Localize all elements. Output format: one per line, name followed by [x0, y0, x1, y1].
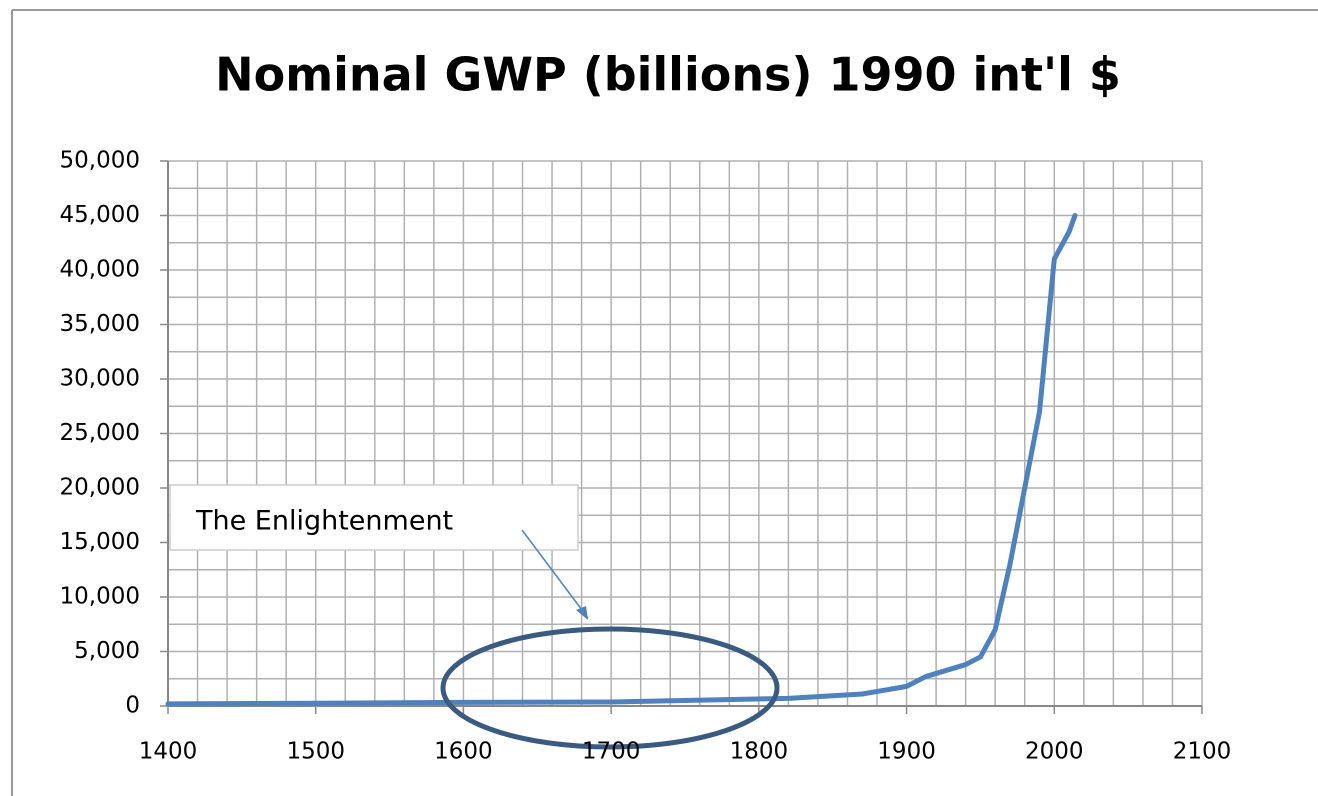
- y-tick-label: 10,000: [60, 584, 140, 610]
- y-tick-label: 35,000: [60, 311, 140, 337]
- y-tick-label: 15,000: [60, 529, 140, 555]
- x-tick-label: 2000: [1025, 739, 1084, 765]
- x-tick-label: 1600: [434, 739, 493, 765]
- highlight-ellipse: [440, 626, 780, 750]
- x-tick-label: 1900: [877, 739, 936, 765]
- x-tick-label: 1800: [730, 739, 789, 765]
- annotation-arrow: [521, 529, 589, 619]
- x-tick-label: 1700: [582, 739, 641, 765]
- x-tick-label: 1400: [139, 739, 198, 765]
- x-tick-label: 1500: [286, 739, 345, 765]
- data-line: [165, 213, 1078, 707]
- y-tick-label: 25,000: [60, 420, 140, 446]
- y-tick-label: 5,000: [74, 638, 140, 664]
- y-tick-label: 45,000: [60, 202, 140, 228]
- arrow-head: [576, 606, 588, 620]
- annotation-box: [169, 484, 579, 551]
- y-tick-label: 40,000: [60, 257, 140, 283]
- x-tick-label: 2100: [1173, 739, 1232, 765]
- y-tick-label: 30,000: [60, 366, 140, 392]
- annotation-text: The Enlightenment: [195, 506, 453, 537]
- y-tick-label: 20,000: [60, 475, 140, 501]
- y-tick-label: 50,000: [60, 148, 140, 174]
- y-tick-label: 0: [125, 693, 140, 719]
- chart-title: Nominal GWP (billions) 1990 int'l $: [215, 48, 1121, 102]
